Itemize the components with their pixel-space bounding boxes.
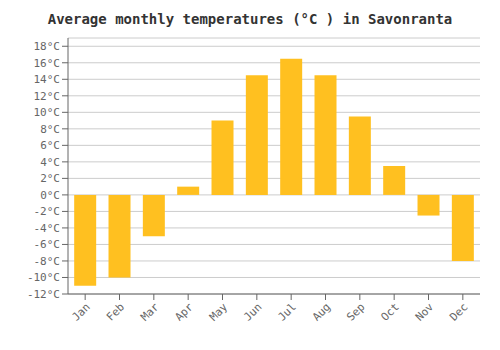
svg-text:16°C: 16°C xyxy=(34,57,61,70)
svg-text:0°C: 0°C xyxy=(40,189,60,202)
svg-text:Oct: Oct xyxy=(379,300,402,323)
svg-text:Jul: Jul xyxy=(276,300,299,323)
svg-text:-8°C: -8°C xyxy=(34,255,61,268)
svg-text:12°C: 12°C xyxy=(34,90,61,103)
svg-text:Nov: Nov xyxy=(413,300,437,324)
html-text:Average monthly temperatures (: Average monthly temperatures (°C ) in Sa… xyxy=(47,11,453,27)
svg-text:-10°C: -10°C xyxy=(27,271,60,284)
svg-text:Feb: Feb xyxy=(104,300,127,323)
svg-text:-4°C: -4°C xyxy=(34,222,61,235)
svg-text:Jun: Jun xyxy=(241,300,264,323)
svg-text:18°C: 18°C xyxy=(34,40,61,53)
svg-text:-12°C: -12°C xyxy=(27,288,60,301)
svg-text:10°C: 10°C xyxy=(34,106,61,119)
svg-text:Aug: Aug xyxy=(310,300,333,323)
svg-text:Jan: Jan xyxy=(70,300,93,323)
svg-text:4°C: 4°C xyxy=(40,156,60,169)
svg-text:Sep: Sep xyxy=(344,300,367,323)
svg-text:2°C: 2°C xyxy=(40,172,60,185)
svg-text:-2°C: -2°C xyxy=(34,205,61,218)
svg-text:6°C: 6°C xyxy=(40,139,60,152)
svg-text:Dec: Dec xyxy=(447,300,470,323)
svg-text:Apr: Apr xyxy=(173,300,197,324)
svg-text:Mar: Mar xyxy=(138,300,162,324)
svg-text:May: May xyxy=(207,300,231,324)
svg-text:-6°C: -6°C xyxy=(34,238,61,251)
svg-text:8°C: 8°C xyxy=(40,123,60,136)
svg-text:14°C: 14°C xyxy=(34,73,61,86)
